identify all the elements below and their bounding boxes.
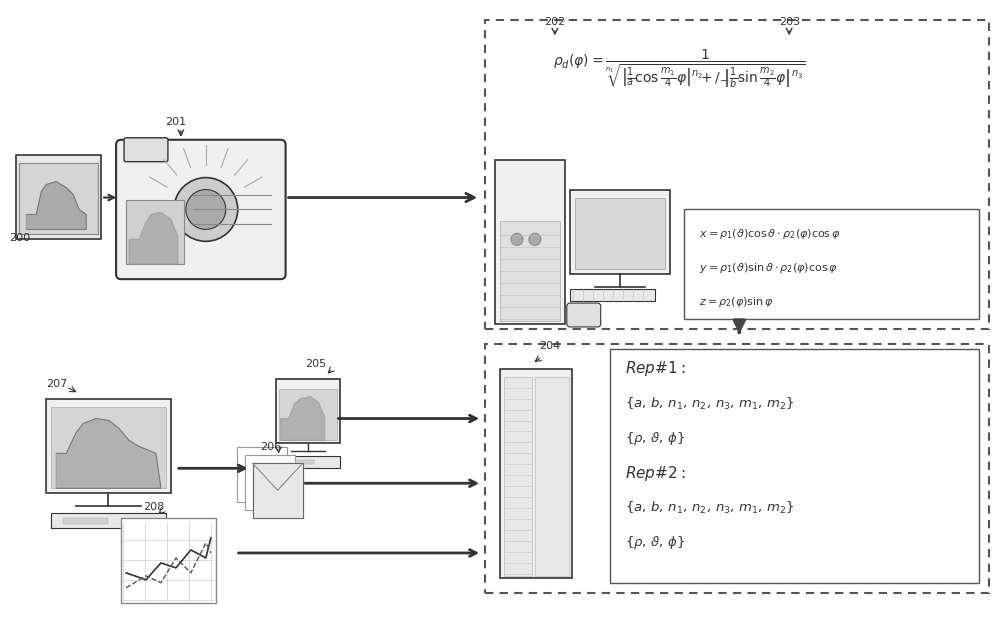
Circle shape	[174, 177, 238, 242]
FancyBboxPatch shape	[279, 389, 337, 440]
FancyBboxPatch shape	[610, 349, 979, 583]
Text: $\{a,\,b,\,n_1,\,n_2,\,n_3,\,m_1,\,m_2\}$: $\{a,\,b,\,n_1,\,n_2,\,n_3,\,m_1,\,m_2\}…	[625, 500, 794, 516]
Text: $\rho_d(\varphi) = \dfrac{1}{\sqrt[n_1]{\left|\frac{1}{a}\cos\frac{m_1}{4}\varph: $\rho_d(\varphi) = \dfrac{1}{\sqrt[n_1]{…	[553, 47, 806, 89]
Polygon shape	[26, 182, 86, 230]
Text: $x = \rho_1(\vartheta)\cos\vartheta\cdot\rho_2(\varphi)\cos\varphi$: $x = \rho_1(\vartheta)\cos\vartheta\cdot…	[699, 227, 841, 242]
FancyBboxPatch shape	[575, 198, 665, 269]
Text: 202: 202	[544, 17, 565, 27]
FancyBboxPatch shape	[51, 406, 166, 488]
FancyBboxPatch shape	[51, 513, 166, 528]
Text: $y = \rho_1(\vartheta)\sin\vartheta\cdot\rho_2(\varphi)\cos\varphi$: $y = \rho_1(\vartheta)\sin\vartheta\cdot…	[699, 261, 838, 276]
FancyBboxPatch shape	[570, 289, 655, 301]
FancyBboxPatch shape	[116, 140, 286, 279]
Text: 207: 207	[46, 379, 68, 389]
FancyBboxPatch shape	[279, 457, 340, 469]
Text: $\{\rho,\,\vartheta,\,\phi\}$: $\{\rho,\,\vartheta,\,\phi\}$	[625, 535, 685, 552]
Text: $z = \rho_2(\varphi)\sin\varphi$: $z = \rho_2(\varphi)\sin\varphi$	[699, 295, 774, 309]
FancyBboxPatch shape	[276, 379, 340, 443]
Polygon shape	[281, 397, 324, 440]
Polygon shape	[253, 464, 303, 518]
FancyBboxPatch shape	[121, 518, 216, 603]
Text: 205: 205	[306, 359, 327, 369]
FancyBboxPatch shape	[485, 344, 989, 593]
FancyBboxPatch shape	[253, 464, 303, 518]
Circle shape	[511, 233, 523, 245]
FancyBboxPatch shape	[124, 138, 168, 162]
FancyBboxPatch shape	[237, 447, 287, 502]
FancyBboxPatch shape	[535, 377, 569, 576]
FancyBboxPatch shape	[684, 209, 979, 319]
FancyBboxPatch shape	[500, 369, 572, 578]
Circle shape	[529, 233, 541, 245]
FancyBboxPatch shape	[245, 455, 295, 510]
Text: 203: 203	[779, 17, 800, 27]
FancyBboxPatch shape	[286, 460, 314, 464]
FancyBboxPatch shape	[63, 518, 108, 524]
Circle shape	[186, 189, 226, 230]
Polygon shape	[129, 213, 178, 264]
Text: $\{a,\,b,\,n_1,\,n_2,\,n_3,\,m_1,\,m_2\}$: $\{a,\,b,\,n_1,\,n_2,\,n_3,\,m_1,\,m_2\}…	[625, 396, 794, 411]
Text: 201: 201	[165, 117, 186, 127]
Polygon shape	[56, 418, 161, 488]
Text: $\{\rho,\,\vartheta,\,\phi\}$: $\{\rho,\,\vartheta,\,\phi\}$	[625, 430, 685, 447]
FancyBboxPatch shape	[16, 155, 101, 239]
Text: 200: 200	[9, 233, 30, 243]
FancyBboxPatch shape	[500, 221, 560, 321]
FancyBboxPatch shape	[504, 377, 532, 576]
FancyBboxPatch shape	[570, 189, 670, 274]
FancyBboxPatch shape	[19, 163, 98, 235]
FancyBboxPatch shape	[485, 20, 989, 329]
Text: 208: 208	[143, 502, 164, 512]
Text: $\mathit{Rep\#2:}$: $\mathit{Rep\#2:}$	[625, 464, 685, 483]
FancyBboxPatch shape	[46, 399, 171, 493]
FancyBboxPatch shape	[495, 160, 565, 324]
Text: $\mathit{Rep\#1:}$: $\mathit{Rep\#1:}$	[625, 359, 685, 378]
FancyBboxPatch shape	[126, 199, 184, 264]
Text: 204: 204	[539, 341, 560, 351]
Text: 206: 206	[260, 442, 281, 452]
FancyBboxPatch shape	[567, 303, 601, 327]
